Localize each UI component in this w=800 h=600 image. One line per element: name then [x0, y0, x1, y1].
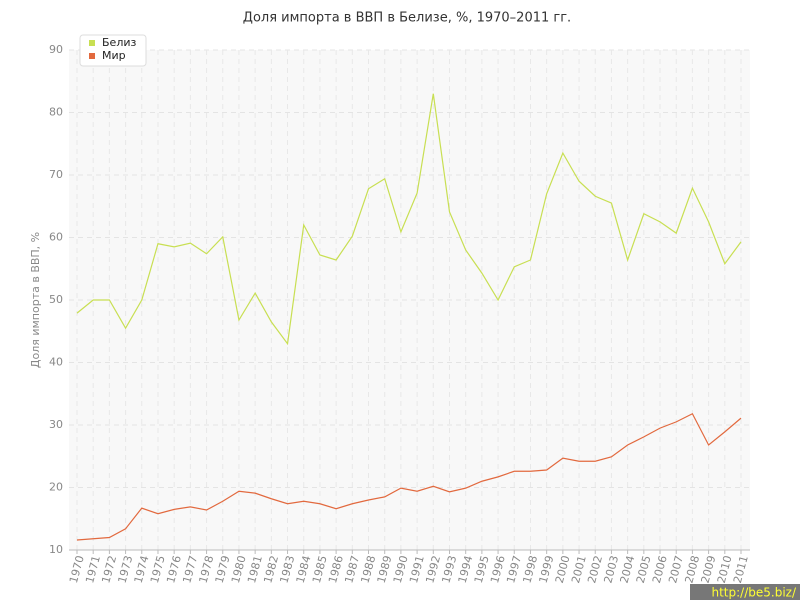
y-tick-label: 40 — [49, 356, 63, 369]
y-tick-label: 80 — [49, 106, 63, 119]
watermark: http://be5.biz/ — [711, 586, 796, 600]
legend-box — [79, 34, 147, 67]
y-tick-label: 50 — [49, 293, 63, 306]
y-tick-label: 60 — [49, 231, 63, 244]
chart-title: Доля импорта в ВВП в Белизе, %, 1970–201… — [243, 11, 571, 26]
y-tick-label: 20 — [49, 481, 63, 494]
y-tick-label: 30 — [49, 418, 63, 431]
legend-swatch — [89, 53, 95, 59]
legend-swatch — [89, 40, 95, 46]
y-tick-label: 10 — [49, 543, 63, 556]
y-axis-label: Доля импорта в ВВП, % — [29, 232, 42, 368]
legend-label: Мир — [102, 49, 126, 62]
line-series — [76, 93, 742, 346]
line-series — [76, 412, 742, 541]
y-tick-label: 70 — [49, 168, 63, 181]
y-tick-label: 90 — [49, 43, 63, 56]
watermark-bg — [690, 584, 800, 600]
legend-label: Белиз — [102, 36, 136, 49]
